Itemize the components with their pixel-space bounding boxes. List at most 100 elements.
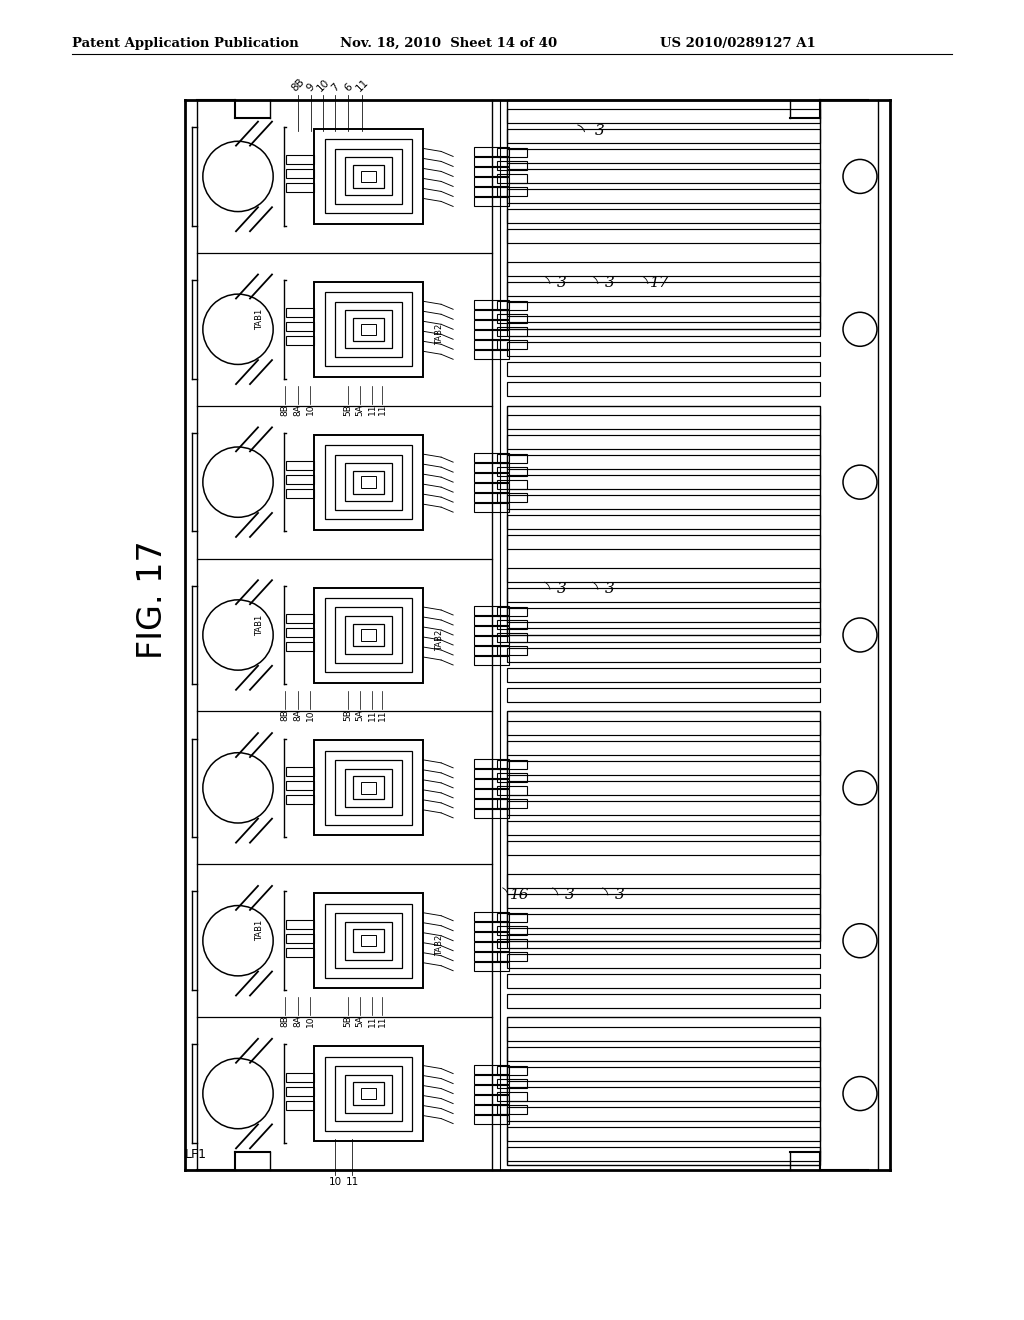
- Bar: [507, 587, 820, 602]
- Bar: [507, 568, 820, 582]
- Bar: [507, 721, 820, 735]
- Bar: [474, 177, 509, 186]
- Bar: [345, 768, 392, 807]
- Bar: [507, 688, 820, 702]
- Bar: [497, 785, 527, 795]
- Bar: [314, 434, 423, 529]
- Bar: [497, 327, 527, 337]
- Text: TAB2: TAB2: [435, 935, 444, 956]
- Bar: [474, 799, 509, 808]
- Text: Nov. 18, 2010  Sheet 14 of 40: Nov. 18, 2010 Sheet 14 of 40: [340, 37, 557, 50]
- Bar: [497, 1065, 527, 1074]
- Bar: [286, 1086, 314, 1096]
- Bar: [497, 467, 527, 477]
- Bar: [474, 1074, 509, 1084]
- Bar: [474, 1085, 509, 1093]
- Bar: [474, 932, 509, 941]
- Bar: [507, 1086, 820, 1101]
- Text: 8A: 8A: [294, 1015, 302, 1027]
- Text: TAB2: TAB2: [435, 323, 444, 345]
- Bar: [507, 781, 820, 795]
- Bar: [325, 598, 413, 672]
- Bar: [474, 789, 509, 797]
- Bar: [474, 606, 509, 615]
- Bar: [507, 1067, 820, 1081]
- Bar: [507, 495, 820, 510]
- Bar: [474, 453, 509, 462]
- Bar: [335, 607, 401, 663]
- Bar: [314, 741, 423, 836]
- Bar: [497, 645, 527, 655]
- Bar: [507, 282, 820, 296]
- Bar: [497, 925, 527, 935]
- Bar: [497, 952, 527, 961]
- Bar: [507, 874, 820, 888]
- Text: 3: 3: [595, 124, 605, 139]
- Text: 8A: 8A: [294, 404, 302, 416]
- Text: 5A: 5A: [355, 1015, 365, 1027]
- Bar: [345, 1074, 392, 1113]
- Bar: [353, 165, 384, 187]
- Bar: [286, 1073, 314, 1081]
- Bar: [507, 760, 820, 775]
- Text: 5A: 5A: [355, 404, 365, 416]
- Text: 11: 11: [378, 709, 386, 721]
- Bar: [497, 341, 527, 350]
- Bar: [507, 933, 820, 948]
- Bar: [497, 1105, 527, 1114]
- Bar: [474, 473, 509, 482]
- Bar: [497, 1092, 527, 1101]
- Bar: [353, 929, 384, 952]
- Bar: [360, 630, 376, 640]
- Bar: [474, 952, 509, 961]
- Text: TAB1: TAB1: [256, 309, 264, 330]
- Bar: [286, 948, 314, 957]
- Bar: [474, 198, 509, 206]
- Bar: [345, 157, 392, 195]
- Bar: [474, 330, 509, 339]
- Bar: [360, 323, 376, 335]
- Bar: [335, 454, 401, 510]
- Text: 11: 11: [345, 1177, 358, 1187]
- Bar: [507, 1126, 820, 1140]
- Bar: [507, 1106, 820, 1121]
- Text: TAB2: TAB2: [435, 630, 444, 651]
- Bar: [507, 475, 820, 490]
- Bar: [507, 609, 820, 622]
- Bar: [474, 962, 509, 970]
- Bar: [474, 321, 509, 329]
- Text: TAB1: TAB1: [256, 614, 264, 636]
- Bar: [286, 767, 314, 776]
- Bar: [474, 310, 509, 319]
- Bar: [507, 1018, 820, 1166]
- Text: 3: 3: [557, 276, 567, 290]
- Bar: [507, 362, 820, 376]
- Bar: [360, 477, 376, 488]
- Text: 17: 17: [650, 276, 670, 290]
- Bar: [474, 759, 509, 768]
- Bar: [497, 799, 527, 808]
- Text: LF1: LF1: [185, 1148, 207, 1162]
- Bar: [474, 503, 509, 512]
- Text: 5A: 5A: [355, 709, 365, 721]
- Bar: [286, 156, 314, 165]
- Bar: [314, 587, 423, 682]
- Bar: [507, 994, 820, 1007]
- Bar: [507, 190, 820, 203]
- Text: 10: 10: [305, 1015, 314, 1027]
- Text: Patent Application Publication: Patent Application Publication: [72, 37, 299, 50]
- Text: 8B: 8B: [281, 404, 290, 416]
- Text: 7: 7: [329, 82, 341, 92]
- Bar: [353, 776, 384, 799]
- Text: 11: 11: [353, 77, 371, 92]
- Text: 11: 11: [378, 404, 386, 416]
- Bar: [474, 809, 509, 818]
- Bar: [335, 302, 401, 356]
- Bar: [286, 475, 314, 484]
- Bar: [507, 741, 820, 755]
- Bar: [507, 954, 820, 968]
- Bar: [474, 494, 509, 502]
- Text: 11: 11: [368, 404, 377, 416]
- Bar: [507, 230, 820, 243]
- Bar: [474, 656, 509, 665]
